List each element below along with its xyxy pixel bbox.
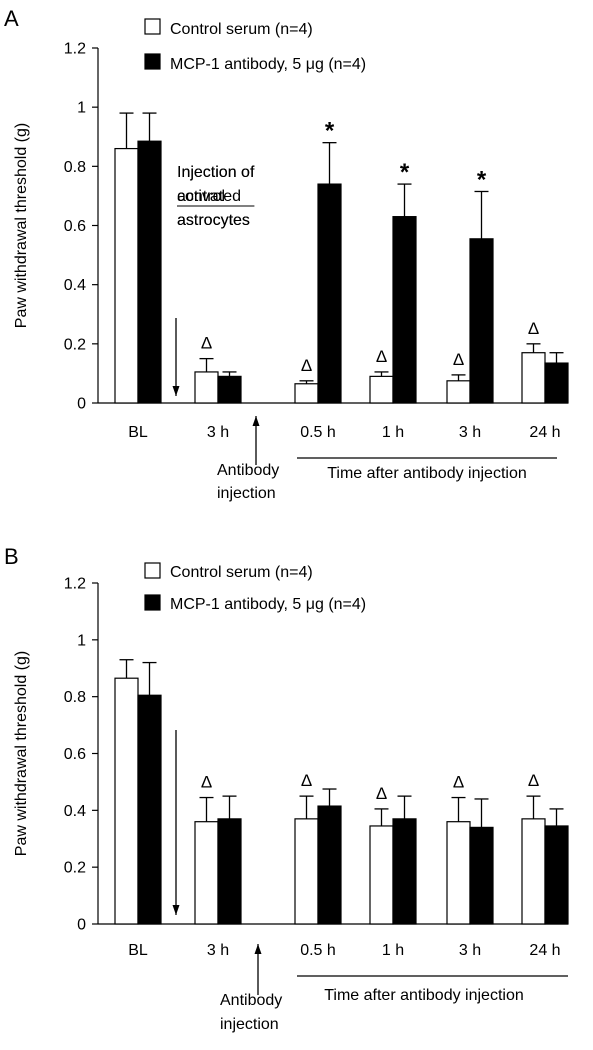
x-category-label: BL	[128, 942, 148, 959]
legend-label: MCP-1 antibody, 5 μg (n=4)	[170, 56, 366, 73]
y-tick-label: 1.2	[64, 576, 86, 593]
x-category-label: 3 h	[207, 942, 229, 959]
bar-control-serum	[294, 818, 319, 925]
legend-swatch	[144, 594, 161, 611]
x-category-label: 0.5 h	[300, 942, 336, 959]
x-category-label: 0.5 h	[300, 424, 336, 441]
x-category-label: BL	[128, 424, 148, 441]
bar-control-serum	[369, 375, 394, 404]
delta-marker: Δ	[453, 773, 464, 792]
injection-note-line: astrocytes	[177, 212, 250, 229]
bar-control-serum	[194, 821, 219, 925]
delta-marker: Δ	[201, 773, 212, 792]
bar-control-serum	[521, 818, 546, 925]
bar-control-serum	[294, 383, 319, 404]
bar-mcp1-antibody	[317, 183, 342, 404]
y-tick-label: 1	[77, 100, 86, 117]
y-tick-label: 0.8	[64, 159, 86, 176]
panel-label: B	[4, 544, 19, 569]
bar-mcp1-antibody	[317, 805, 342, 925]
bar-mcp1-antibody	[137, 694, 162, 925]
delta-marker: Δ	[201, 334, 212, 353]
time-after-label: Time after antibody injection	[327, 465, 527, 482]
bar-control-serum	[446, 380, 471, 404]
bar-mcp1-antibody	[392, 216, 417, 404]
delta-marker: Δ	[376, 784, 387, 803]
legend-swatch	[144, 18, 161, 35]
y-tick-label: 0.8	[64, 689, 86, 706]
antibody-note-line: Antibody	[217, 462, 279, 479]
y-tick-label: 0.2	[64, 336, 86, 353]
bar-control-serum	[369, 825, 394, 925]
antibody-note-line: Antibody	[220, 992, 282, 1009]
bar-mcp1-antibody	[217, 818, 242, 925]
x-category-label: 24 h	[529, 424, 560, 441]
bar-control-serum	[114, 147, 139, 404]
legend-label: Control serum (n=4)	[170, 21, 313, 38]
x-category-label: 24 h	[529, 942, 560, 959]
bar-mcp1-antibody	[469, 238, 494, 404]
bar-control-serum	[194, 371, 219, 404]
y-tick-label: 0.4	[64, 277, 86, 294]
bar-control-serum	[114, 677, 139, 925]
bar-mcp1-antibody	[469, 826, 494, 925]
bar-mcp1-antibody	[544, 825, 569, 925]
delta-marker: Δ	[528, 771, 539, 790]
antibody-note-line: injection	[220, 1016, 279, 1033]
injection-note-line: control	[177, 188, 225, 205]
bar-control-serum	[521, 352, 546, 404]
injection-arrow-head	[172, 386, 180, 396]
x-category-label: 3 h	[207, 424, 229, 441]
delta-marker: Δ	[301, 771, 312, 790]
delta-marker: Δ	[376, 347, 387, 366]
y-axis-title: Paw withdrawal threshold (g)	[13, 123, 30, 328]
bar-mcp1-antibody	[392, 818, 417, 925]
significance-star: *	[325, 118, 335, 145]
bar-mcp1-antibody	[217, 375, 242, 404]
x-category-label: 1 h	[382, 942, 404, 959]
time-after-label: Time after antibody injection	[324, 987, 524, 1004]
y-axis-title: Paw withdrawal threshold (g)	[13, 651, 30, 856]
significance-star: *	[477, 166, 487, 193]
delta-marker: Δ	[453, 350, 464, 369]
legend-label: MCP-1 antibody, 5 μg (n=4)	[170, 596, 366, 613]
delta-marker: Δ	[528, 319, 539, 338]
bar-control-serum	[446, 821, 471, 925]
y-tick-label: 1	[77, 632, 86, 649]
bar-mcp1-antibody	[137, 140, 162, 404]
y-tick-label: 0.6	[64, 746, 86, 763]
injection-note-line: astrocytes	[177, 212, 250, 229]
injection-note-line: Injection of	[177, 164, 255, 181]
panel-label: A	[4, 6, 19, 31]
y-tick-label: 0.6	[64, 218, 86, 235]
legend-label: Control serum (n=4)	[170, 564, 313, 581]
antibody-arrow-head	[252, 416, 260, 426]
x-category-label: 3 h	[459, 942, 481, 959]
y-tick-label: 0.2	[64, 860, 86, 877]
injection-note-line: Injection of	[177, 164, 255, 181]
y-tick-label: 0.4	[64, 803, 86, 820]
legend-swatch	[144, 53, 161, 70]
x-category-label: 3 h	[459, 424, 481, 441]
y-tick-label: 1.2	[64, 41, 86, 58]
legend-swatch	[144, 562, 161, 579]
injection-note-line: activated	[177, 188, 241, 205]
x-category-label: 1 h	[382, 424, 404, 441]
injection-arrow-head	[172, 905, 180, 915]
y-tick-label: 0	[77, 917, 86, 934]
antibody-arrow-head	[254, 944, 262, 954]
y-tick-label: 0	[77, 396, 86, 413]
delta-marker: Δ	[301, 356, 312, 375]
antibody-note-line: injection	[217, 485, 276, 502]
significance-star: *	[400, 159, 410, 186]
bar-mcp1-antibody	[544, 362, 569, 404]
